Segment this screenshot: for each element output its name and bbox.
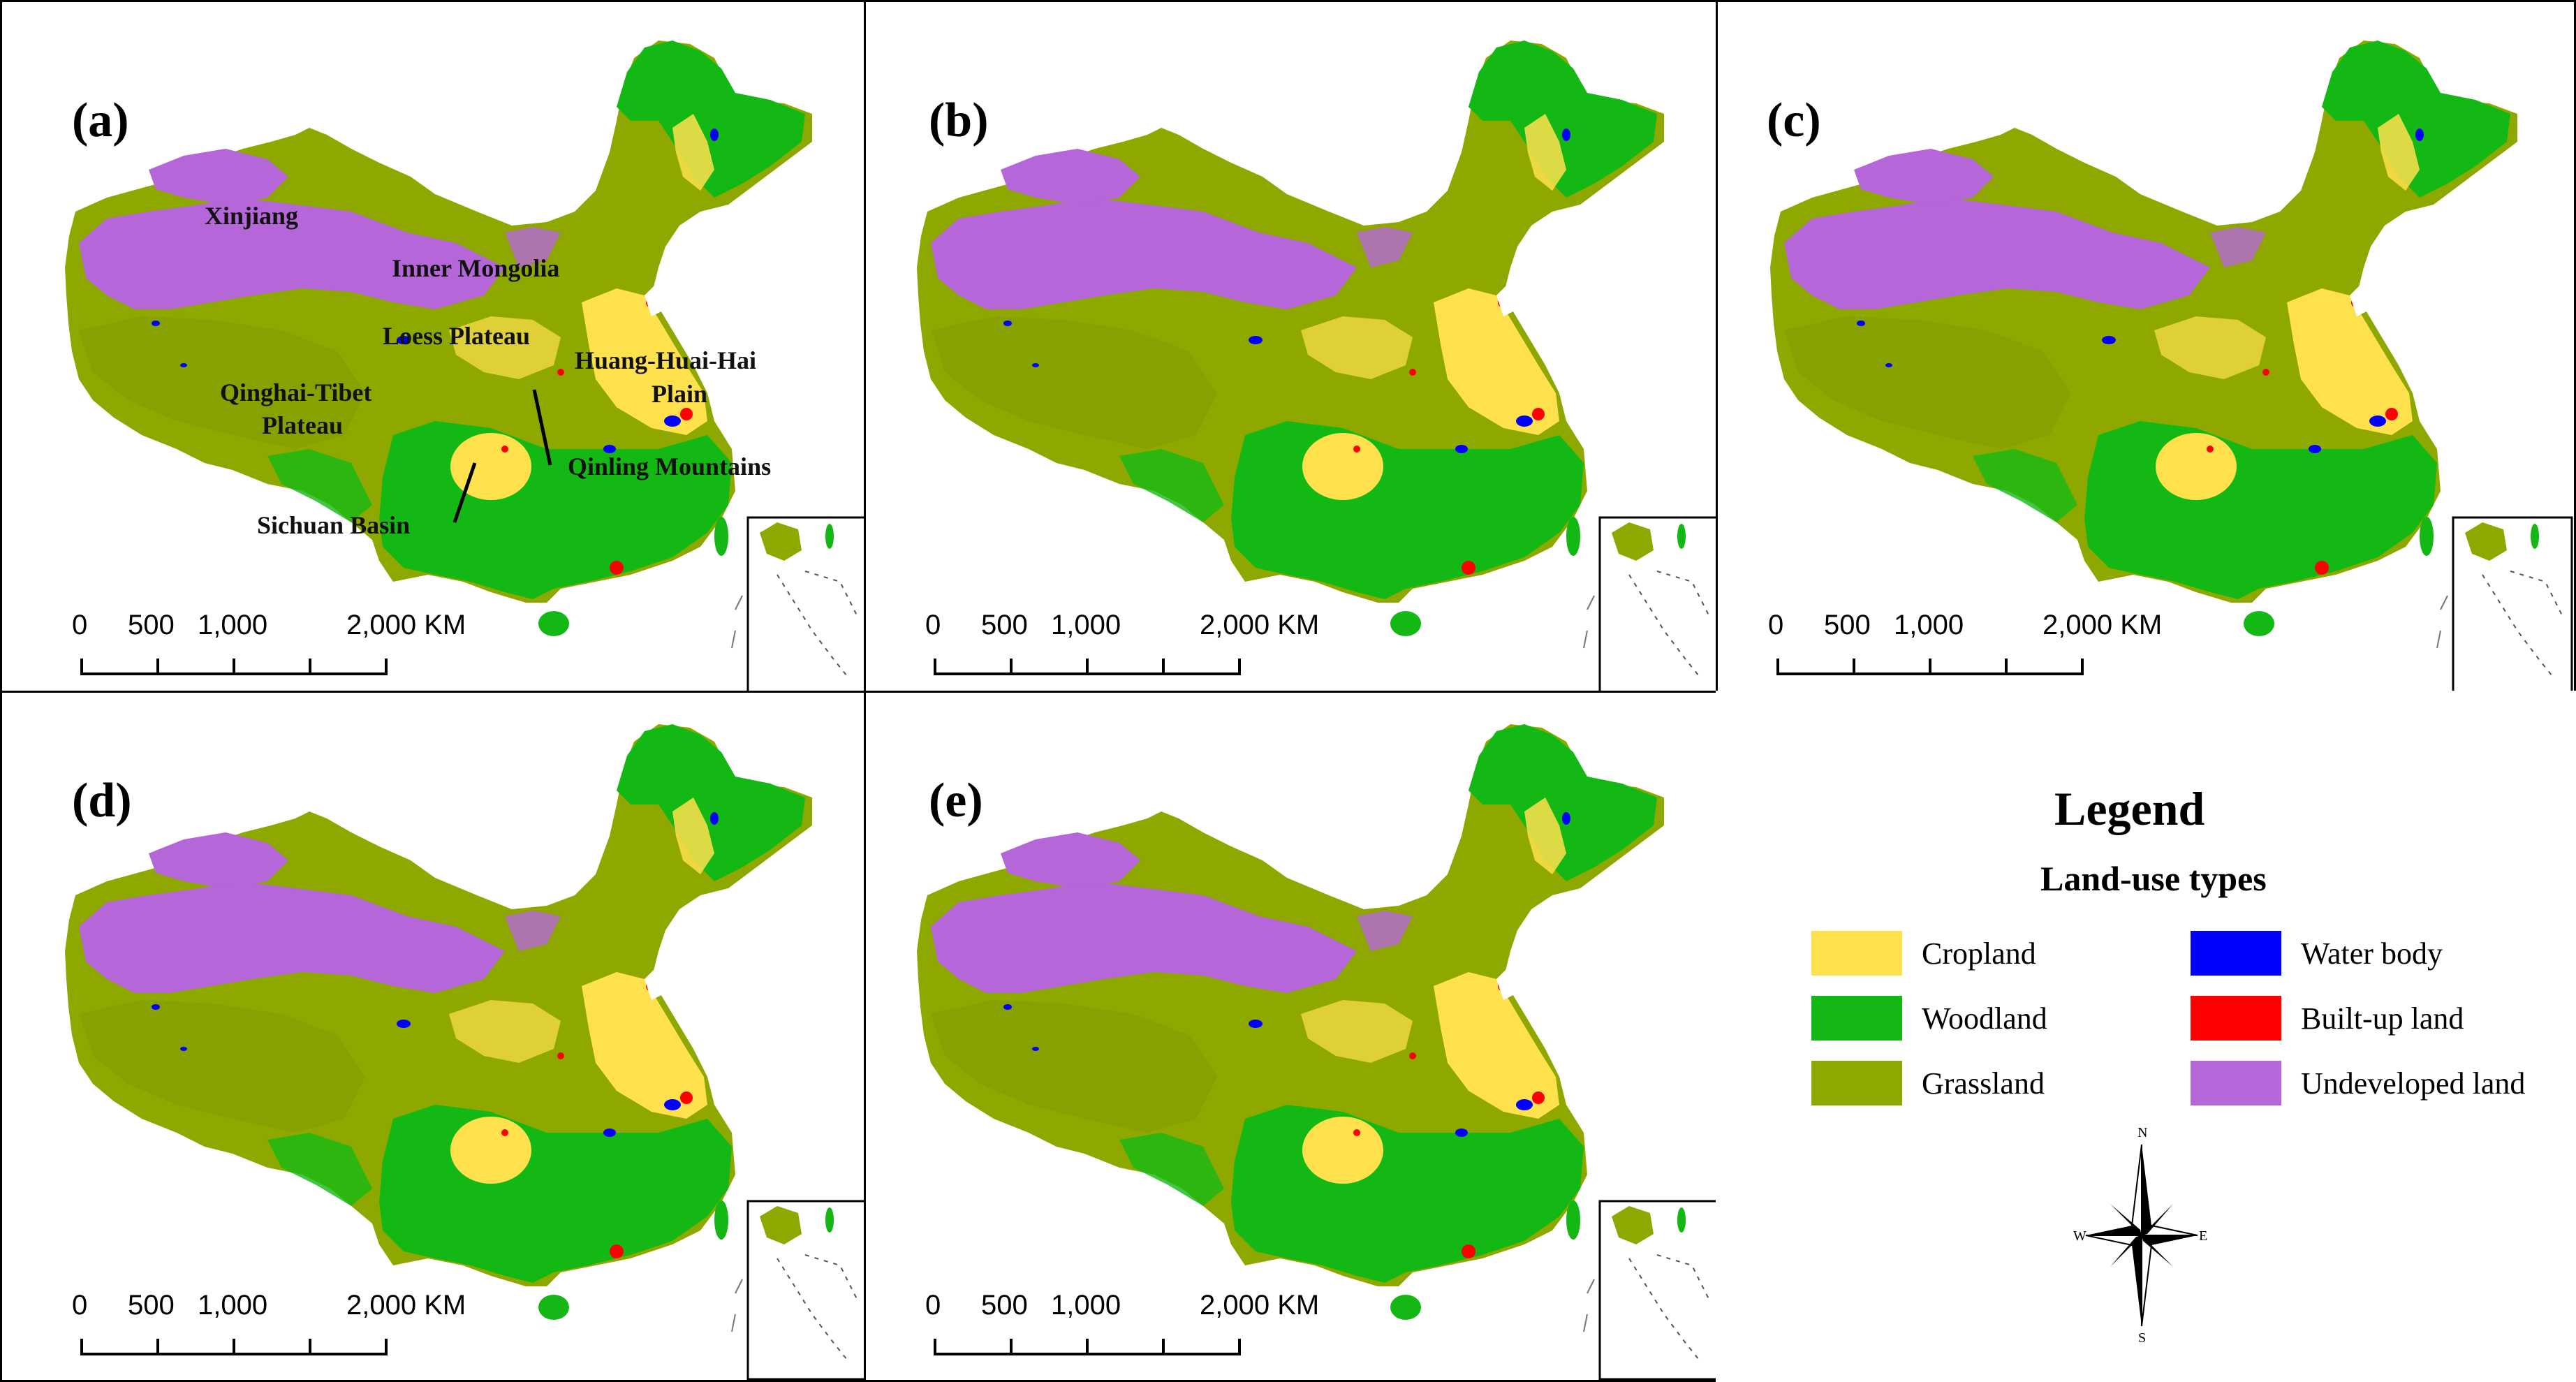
legend-swatch — [1811, 1061, 1902, 1105]
map-panel-d: (d) 0 500 1,000 2,000 KM — [0, 691, 866, 1382]
china-land-use-map — [1769, 39, 2573, 691]
legend-item-woodland: Woodland — [1811, 996, 2047, 1041]
panel-label: (d) — [72, 774, 132, 828]
legend-item-grassland: Grassland — [1811, 1061, 2045, 1105]
north-arrow-compass: N S E W — [2073, 1125, 2208, 1346]
leader-lines — [452, 389, 552, 523]
compass-s: S — [2138, 1330, 2147, 1346]
legend-swatch — [1811, 931, 1902, 976]
legend-swatch — [1811, 996, 1902, 1041]
place-label-qinghai-tibet: Qinghai-Tibet — [220, 378, 372, 406]
place-label-sichuan-basin: Sichuan Basin — [257, 511, 411, 539]
legend-label: Woodland — [1922, 1001, 2047, 1036]
place-label-huang-huai-hai: Huang-Huai-Hai — [575, 346, 757, 374]
legend-label: Cropland — [1922, 936, 2036, 971]
compass-n: N — [2137, 1125, 2148, 1140]
legend-panel: Legend Land-use types Cropland Woodland … — [1716, 691, 2576, 1382]
map-panel-a: (a) Xinjiang Inner Mongolia Loess Platea… — [0, 0, 866, 693]
china-land-use-map — [915, 39, 1716, 691]
legend-label: Grassland — [1922, 1066, 2045, 1101]
map-panel-b: (b) 0 500 1,000 2,000 KM — [864, 0, 1718, 693]
panel-label: (a) — [72, 94, 129, 147]
legend-subtitle: Land-use types — [2040, 859, 2267, 898]
compass-rose-icon — [2085, 1144, 2198, 1327]
place-label-qinling-mountains: Qinling Mountains — [568, 453, 772, 480]
place-label-plateau: Plateau — [262, 411, 343, 439]
legend-swatch — [2191, 996, 2281, 1041]
legend-label: Undeveloped land — [2301, 1066, 2526, 1101]
panel-label: (e) — [929, 774, 983, 828]
legend-title: Legend — [2054, 782, 2205, 835]
panel-label: (b) — [929, 94, 989, 147]
place-label-xinjiang: Xinjiang — [205, 202, 299, 230]
map-panel-e: (e) 0 500 1,000 2,000 KM — [864, 691, 1718, 1382]
map-panel-c: (c) 0 500 1,000 2,000 KM — [1716, 0, 2576, 693]
place-label-inner-mongolia: Inner Mongolia — [392, 254, 560, 282]
legend-item-undeveloped-land: Undeveloped land — [2191, 1061, 2525, 1105]
place-label-loess-plateau: Loess Plateau — [383, 322, 530, 350]
china-land-use-map — [915, 723, 1716, 1380]
compass-e: E — [2199, 1228, 2208, 1244]
legend-item-cropland: Cropland — [1811, 931, 2036, 976]
legend-swatch — [2191, 1061, 2281, 1105]
legend-label: Built-up land — [2301, 1001, 2464, 1036]
legend-swatch — [2191, 931, 2281, 976]
legend-label: Water body — [2301, 936, 2443, 971]
place-label-plain: Plain — [652, 380, 708, 408]
legend-item-built-up-land: Built-up land — [2191, 996, 2464, 1041]
panel-label: (c) — [1767, 94, 1821, 147]
legend-item-water-body: Water body — [2191, 931, 2443, 976]
compass-w: W — [2073, 1228, 2086, 1244]
